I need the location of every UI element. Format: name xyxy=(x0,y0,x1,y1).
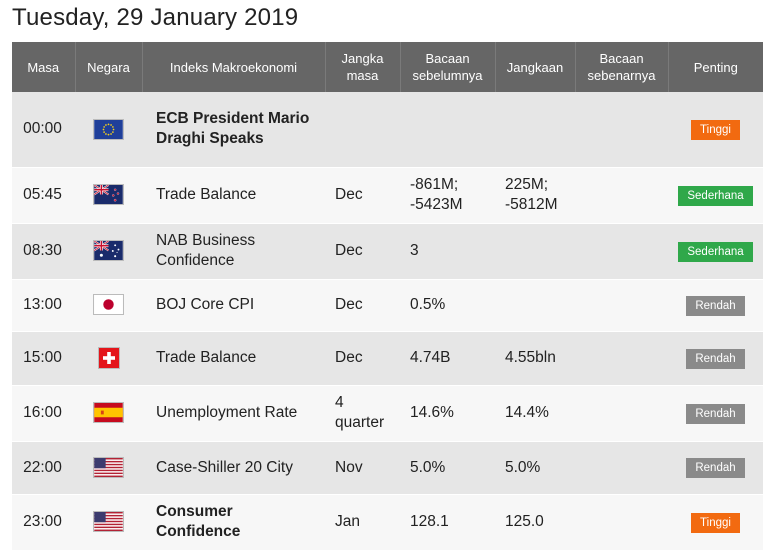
flag-cell xyxy=(75,494,142,551)
flag-cell xyxy=(75,167,142,224)
event-actual xyxy=(575,167,668,224)
table-row: 13:00 BOJ Core CPI Dec 0.5% Rendah xyxy=(12,279,763,332)
table-header-row: Masa Negara Indeks Makroekonomi Jangka m… xyxy=(12,42,763,92)
header-country: Negara xyxy=(75,42,143,92)
importance-cell: Tinggi xyxy=(668,494,763,551)
event-period: Dec xyxy=(325,167,400,224)
event-actual xyxy=(575,223,668,280)
event-time: 08:30 xyxy=(12,223,75,280)
event-previous: 3 xyxy=(400,223,495,280)
event-period: Dec xyxy=(325,279,400,332)
event-name: ECB President Mario Draghi Speaks xyxy=(142,92,325,168)
event-name: Trade Balance xyxy=(142,331,325,386)
event-period: Dec xyxy=(325,331,400,386)
event-name: NAB Business Confidence xyxy=(142,223,325,280)
importance-badge: Rendah xyxy=(686,403,745,424)
event-previous xyxy=(400,92,495,168)
event-name: Unemployment Rate xyxy=(142,385,325,442)
flag-cell xyxy=(75,331,142,386)
event-previous: 128.1 xyxy=(400,494,495,551)
event-previous: 14.6% xyxy=(400,385,495,442)
header-period: Jangka masa xyxy=(325,42,401,92)
event-name: Consumer Confidence xyxy=(142,494,325,551)
importance-badge: Sederhana xyxy=(678,185,753,206)
importance-badge: Rendah xyxy=(686,295,745,316)
event-previous: 4.74B xyxy=(400,331,495,386)
event-forecast: 14.4% xyxy=(495,385,575,442)
usa-flag-icon xyxy=(94,457,123,477)
importance-badge: Tinggi xyxy=(691,512,740,533)
table-row: 15:00 Trade Balance Dec 4.74B 4.55bln Re… xyxy=(12,331,763,386)
event-time: 16:00 xyxy=(12,385,75,442)
importance-badge: Rendah xyxy=(686,458,745,478)
header-time: Masa xyxy=(12,42,76,92)
event-actual xyxy=(575,92,668,168)
event-time: 13:00 xyxy=(12,279,75,332)
event-name: BOJ Core CPI xyxy=(142,279,325,332)
page-title: Tuesday, 29 January 2019 xyxy=(12,4,299,31)
australia-flag-icon xyxy=(94,241,123,261)
importance-cell: Rendah xyxy=(668,331,763,386)
event-time: 23:00 xyxy=(12,494,75,551)
event-period: 4 quarter xyxy=(325,385,400,442)
header-previous: Bacaan sebelumnya xyxy=(400,42,496,92)
importance-cell: Tinggi xyxy=(668,92,763,168)
event-time: 22:00 xyxy=(12,441,75,495)
importance-cell: Rendah xyxy=(668,279,763,332)
table-row: 23:00 Consumer Confidence Jan 128.1 125.… xyxy=(12,494,763,551)
economic-calendar-table: Masa Negara Indeks Makroekonomi Jangka m… xyxy=(12,42,763,551)
event-name: Case-Shiller 20 City xyxy=(142,441,325,495)
flag-cell xyxy=(75,279,142,332)
importance-badge: Sederhana xyxy=(678,241,753,262)
table-row: 22:00 Case-Shiller 20 City Nov 5.0% 5.0%… xyxy=(12,441,763,495)
flag-cell xyxy=(75,385,142,442)
importance-cell: Sederhana xyxy=(668,167,763,224)
event-forecast xyxy=(495,279,575,332)
table-row: 16:00 Unemployment Rate 4 quarter 14.6% … xyxy=(12,385,763,442)
event-previous: 0.5% xyxy=(400,279,495,332)
header-importance: Penting xyxy=(668,42,763,92)
event-time: 00:00 xyxy=(12,92,75,168)
flag-cell xyxy=(75,223,142,280)
event-period: Jan xyxy=(325,494,400,551)
event-forecast xyxy=(495,92,575,168)
event-forecast: 4.55bln xyxy=(495,331,575,386)
event-time: 15:00 xyxy=(12,331,75,386)
event-actual xyxy=(575,279,668,332)
event-actual xyxy=(575,494,668,551)
importance-cell: Rendah xyxy=(668,441,763,495)
flag-cell xyxy=(75,441,142,495)
flag-cell xyxy=(75,92,142,168)
event-period: Dec xyxy=(325,223,400,280)
usa-flag-icon xyxy=(94,512,123,532)
event-actual xyxy=(575,385,668,442)
event-actual xyxy=(575,331,668,386)
importance-badge: Tinggi xyxy=(691,119,740,140)
event-name: Trade Balance xyxy=(142,167,325,224)
japan-flag-icon xyxy=(94,295,123,315)
importance-cell: Rendah xyxy=(668,385,763,442)
event-forecast xyxy=(495,223,575,280)
eu-flag-icon xyxy=(94,119,123,139)
event-period xyxy=(325,92,400,168)
event-previous: 5.0% xyxy=(400,441,495,495)
switzerland-flag-icon xyxy=(98,347,119,368)
table-row: 05:45 Trade Balance Dec -861M; -5423M 22… xyxy=(12,167,763,224)
event-time: 05:45 xyxy=(12,167,75,224)
event-forecast: 5.0% xyxy=(495,441,575,495)
importance-cell: Sederhana xyxy=(668,223,763,280)
event-actual xyxy=(575,441,668,495)
header-forecast: Jangkaan xyxy=(495,42,576,92)
header-indicator: Indeks Makroekonomi xyxy=(142,42,326,92)
event-forecast: 225M; -5812M xyxy=(495,167,575,224)
new-zealand-flag-icon xyxy=(94,185,123,205)
event-forecast: 125.0 xyxy=(495,494,575,551)
spain-flag-icon xyxy=(94,403,123,423)
importance-badge: Rendah xyxy=(686,348,745,369)
table-row: 00:00 ECB President Mario Draghi Speaks … xyxy=(12,92,763,168)
header-actual: Bacaan sebenarnya xyxy=(575,42,669,92)
table-row: 08:30 NAB Business Confidence Dec 3 Sede xyxy=(12,223,763,280)
event-period: Nov xyxy=(325,441,400,495)
event-previous: -861M; -5423M xyxy=(400,167,495,224)
